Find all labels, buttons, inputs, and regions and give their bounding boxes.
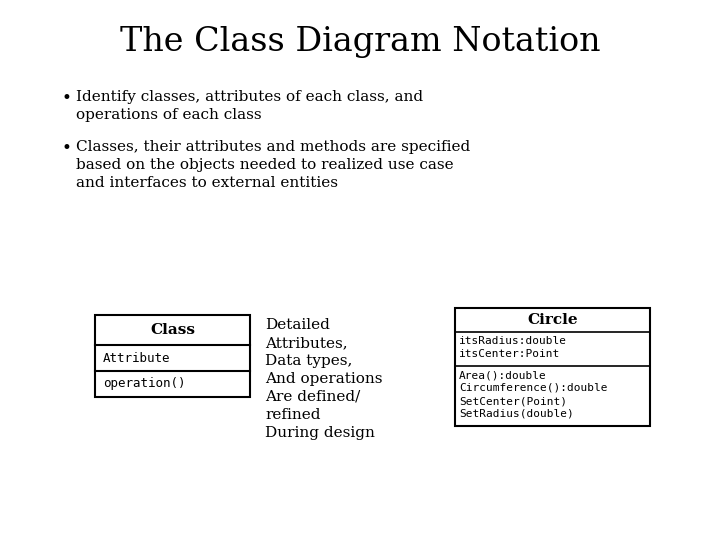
Text: Attribute: Attribute bbox=[103, 352, 171, 365]
Text: itsCenter:Point: itsCenter:Point bbox=[459, 349, 560, 359]
Text: Data types,: Data types, bbox=[265, 354, 352, 368]
Bar bbox=[95, 315, 250, 397]
Text: Circle: Circle bbox=[527, 313, 578, 327]
Text: SetRadius(double): SetRadius(double) bbox=[459, 409, 574, 419]
Text: The Class Diagram Notation: The Class Diagram Notation bbox=[120, 26, 600, 58]
Text: itsRadius:double: itsRadius:double bbox=[459, 336, 567, 346]
Text: And operations: And operations bbox=[265, 372, 382, 386]
Text: Circumference():double: Circumference():double bbox=[459, 383, 608, 393]
Text: SetCenter(Point): SetCenter(Point) bbox=[459, 396, 567, 406]
Text: Area():double: Area():double bbox=[459, 370, 546, 380]
Text: refined: refined bbox=[265, 408, 320, 422]
Text: based on the objects needed to realized use case: based on the objects needed to realized … bbox=[76, 158, 454, 172]
Text: and interfaces to external entities: and interfaces to external entities bbox=[76, 176, 338, 190]
Text: During design: During design bbox=[265, 426, 375, 440]
Text: •: • bbox=[62, 90, 72, 107]
Text: operation(): operation() bbox=[103, 377, 186, 390]
Text: Are defined/: Are defined/ bbox=[265, 390, 360, 404]
Text: operations of each class: operations of each class bbox=[76, 108, 261, 122]
Text: Attributes,: Attributes, bbox=[265, 336, 348, 350]
Text: Identify classes, attributes of each class, and: Identify classes, attributes of each cla… bbox=[76, 90, 423, 104]
Text: Class: Class bbox=[150, 323, 195, 337]
Text: Detailed: Detailed bbox=[265, 318, 330, 332]
Text: Classes, their attributes and methods are specified: Classes, their attributes and methods ar… bbox=[76, 140, 470, 154]
Text: •: • bbox=[62, 140, 72, 157]
Bar bbox=[455, 308, 650, 426]
